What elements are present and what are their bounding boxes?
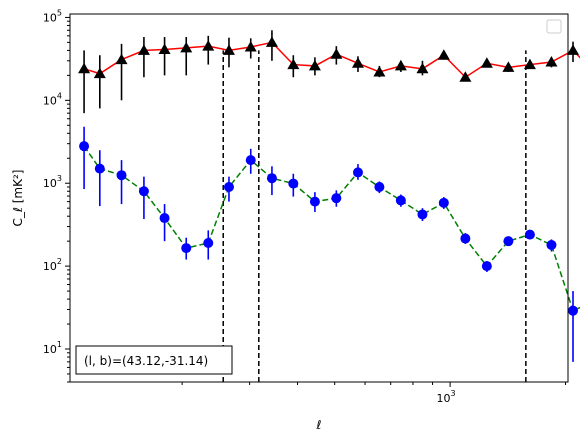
series-1-point-8 bbox=[245, 155, 256, 166]
series-1-point-2 bbox=[116, 170, 127, 181]
series-1-point-5 bbox=[181, 243, 192, 254]
series-0-point-22 bbox=[545, 56, 558, 67]
series-0-point-9 bbox=[265, 36, 278, 47]
series-1-point-10 bbox=[288, 178, 299, 189]
y-tick-label-2: 103 bbox=[43, 174, 62, 190]
series-1-point-20 bbox=[503, 236, 514, 247]
y-tick-label-1: 102 bbox=[43, 257, 62, 273]
plot-frame bbox=[69, 13, 569, 383]
series-0-point-7 bbox=[222, 44, 235, 55]
series-0-point-8 bbox=[244, 40, 257, 52]
y-tick-label-3: 104 bbox=[43, 91, 62, 107]
y-tick-label-4: 105 bbox=[43, 8, 62, 24]
series-0-point-14 bbox=[373, 65, 386, 77]
series-1-point-16 bbox=[417, 209, 428, 220]
series-0-point-5 bbox=[180, 41, 193, 53]
series-1-point-0 bbox=[79, 141, 90, 152]
series-0-point-0 bbox=[78, 62, 91, 74]
series-0-point-19 bbox=[480, 57, 493, 68]
series-1-point-3 bbox=[138, 186, 149, 197]
series-1-point-11 bbox=[309, 196, 320, 207]
series-1-point-1 bbox=[94, 163, 105, 174]
series-1-point-23 bbox=[568, 305, 579, 316]
series-1-point-15 bbox=[395, 195, 406, 206]
series-1-point-13 bbox=[352, 167, 363, 178]
plot-area bbox=[78, 30, 580, 382]
annotation-box: (l, b)=(43.12,-31.14) bbox=[75, 345, 233, 375]
series-0-point-1 bbox=[93, 67, 106, 79]
y-axis-label: C_ℓ [mK²] bbox=[11, 170, 25, 227]
series-0-point-18 bbox=[459, 71, 472, 82]
series-1-point-17 bbox=[438, 197, 449, 208]
series-0-point-2 bbox=[115, 53, 128, 65]
series-0-point-15 bbox=[394, 59, 407, 71]
series-0-point-6 bbox=[202, 40, 215, 51]
series-0-point-23 bbox=[567, 44, 580, 55]
x-axis-label: ℓ bbox=[316, 418, 322, 432]
series-0-point-4 bbox=[158, 43, 171, 55]
series-1-point-18 bbox=[460, 233, 471, 244]
series-1-point-12 bbox=[331, 193, 342, 204]
series-1-point-14 bbox=[374, 182, 385, 193]
series-1-point-6 bbox=[203, 238, 214, 249]
y-tick-label-0: 101 bbox=[43, 340, 62, 356]
x-tick-label-0: 103 bbox=[437, 389, 456, 405]
series-1-point-4 bbox=[159, 213, 170, 224]
series-1-point-19 bbox=[481, 261, 492, 272]
series-0-point-10 bbox=[287, 58, 300, 70]
series-1-point-22 bbox=[546, 239, 557, 250]
annotation-text: (l, b)=(43.12,-31.14) bbox=[84, 354, 208, 368]
series-0-point-17 bbox=[437, 49, 450, 60]
series-0-point-20 bbox=[502, 61, 515, 72]
series-0-point-3 bbox=[137, 44, 150, 55]
series-0-point-12 bbox=[330, 48, 343, 59]
series-1-point-21 bbox=[524, 229, 535, 240]
series-1-point-9 bbox=[266, 173, 277, 184]
series-0-point-16 bbox=[416, 62, 429, 74]
legend-box bbox=[546, 19, 562, 34]
series-0-point-11 bbox=[308, 59, 321, 71]
series-1-point-7 bbox=[223, 182, 234, 193]
series-0-point-21 bbox=[523, 58, 536, 70]
series-0-point-13 bbox=[351, 57, 364, 68]
